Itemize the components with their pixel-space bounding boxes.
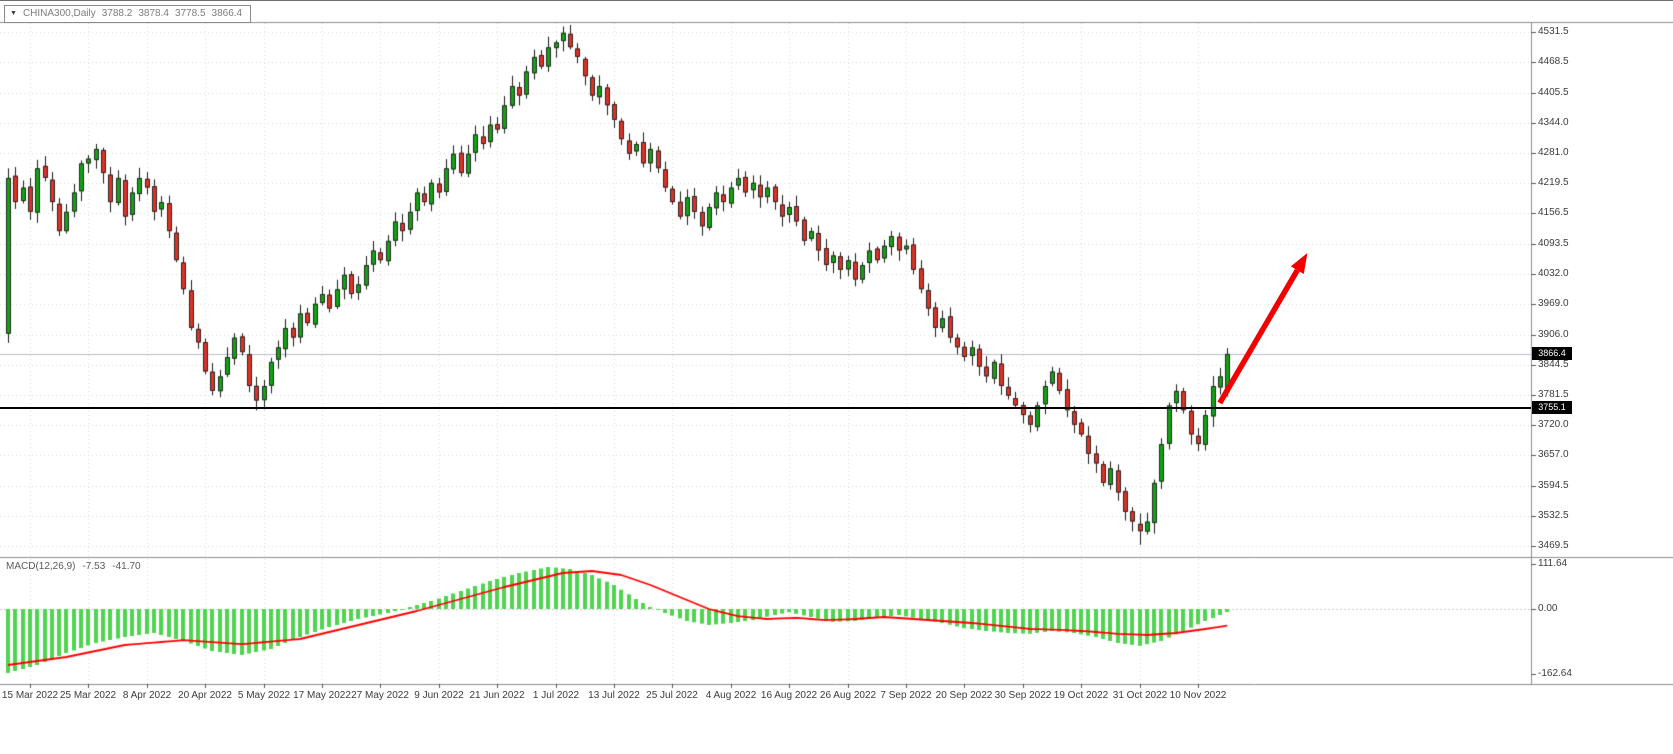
macd-indicator-label: MACD(12,26,9) -7.53 -41.70	[6, 561, 141, 572]
macd-main-value: -7.53	[82, 561, 106, 572]
ohlc-high-value: 3878.4	[138, 8, 169, 19]
current-price-tag: 3866.4	[1532, 347, 1572, 360]
ohlc-low-value: 3778.5	[174, 8, 206, 19]
trend-arrow-annotation[interactable]	[1217, 252, 1308, 405]
arrow-head-icon	[1290, 252, 1308, 274]
symbol-timeframe-label: CHINA300,Daily	[22, 8, 96, 19]
ohlc-open-value: 3788.2	[101, 8, 133, 19]
arrow-shaft	[1217, 268, 1300, 405]
hline-price-tag: 3755.1	[1532, 401, 1572, 414]
macd-name-label: MACD(12,26,9)	[6, 561, 76, 572]
macd-signal-value: -41.70	[112, 561, 141, 572]
symbol-info-box: ▼ CHINA300,Daily 3788.2 3878.4 3778.5 38…	[4, 5, 252, 23]
ohlc-close-value: 3866.4	[211, 8, 243, 19]
symbol-dropdown-icon[interactable]: ▼	[10, 9, 17, 17]
